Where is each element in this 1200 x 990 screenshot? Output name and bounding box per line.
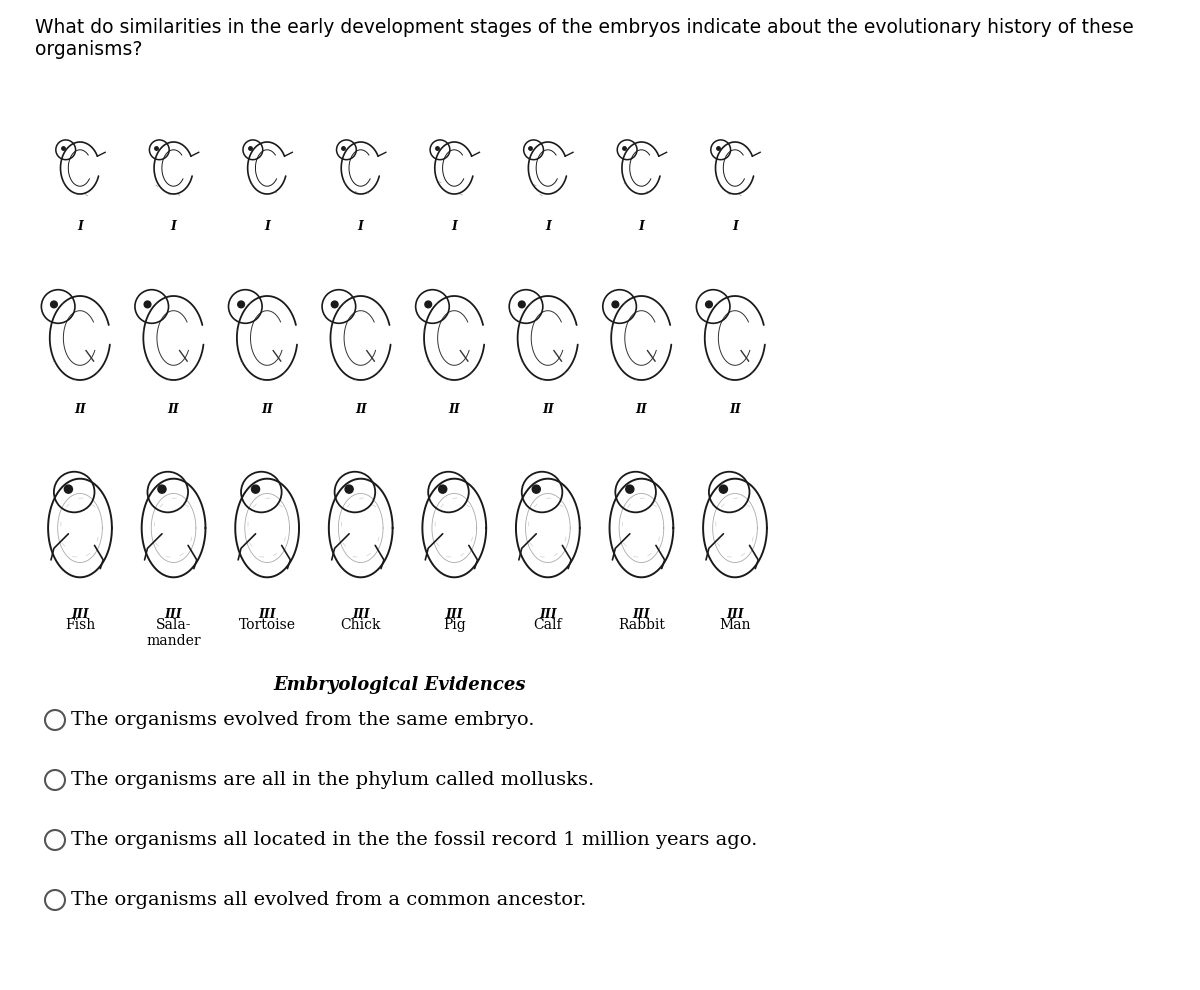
Text: Pig: Pig [443, 618, 466, 632]
Circle shape [144, 301, 151, 308]
Circle shape [425, 301, 432, 308]
Bar [35, 68, 766, 658]
Text: I: I [732, 220, 738, 233]
Text: I: I [545, 220, 551, 233]
Circle shape [252, 485, 259, 493]
Text: Tortoise: Tortoise [239, 618, 295, 632]
Text: III: III [632, 608, 650, 621]
Text: The organisms are all in the phylum called mollusks.: The organisms are all in the phylum call… [71, 771, 594, 789]
Text: II: II [542, 403, 553, 416]
Circle shape [706, 301, 713, 308]
Circle shape [331, 301, 338, 308]
Circle shape [518, 301, 526, 308]
Text: III: III [258, 608, 276, 621]
Text: II: II [74, 403, 86, 416]
Text: Chick: Chick [341, 618, 380, 632]
Text: III: III [445, 608, 463, 621]
Circle shape [625, 485, 634, 493]
Circle shape [50, 301, 58, 308]
Text: II: II [730, 403, 740, 416]
Text: Rabbit: Rabbit [618, 618, 665, 632]
Text: I: I [451, 220, 457, 233]
Text: I: I [170, 220, 176, 233]
Circle shape [532, 485, 540, 493]
Text: II: II [636, 403, 647, 416]
Text: Fish: Fish [65, 618, 95, 632]
Text: II: II [449, 403, 460, 416]
Text: III: III [352, 608, 370, 621]
Text: I: I [264, 220, 270, 233]
Circle shape [346, 485, 353, 493]
Text: III: III [539, 608, 557, 621]
Text: The organisms evolved from the same embryo.: The organisms evolved from the same embr… [71, 711, 534, 729]
Text: Sala-
mander: Sala- mander [146, 618, 200, 648]
Circle shape [719, 485, 727, 493]
Text: organisms?: organisms? [35, 40, 143, 59]
Text: What do similarities in the early development stages of the embryos indicate abo: What do similarities in the early develo… [35, 18, 1134, 37]
Circle shape [612, 301, 619, 308]
Circle shape [439, 485, 446, 493]
Text: II: II [168, 403, 180, 416]
Text: Man: Man [719, 618, 751, 632]
Circle shape [158, 485, 166, 493]
Text: III: III [726, 608, 744, 621]
Text: II: II [262, 403, 274, 416]
Circle shape [238, 301, 245, 308]
Text: III: III [164, 608, 182, 621]
Text: I: I [77, 220, 83, 233]
Text: The organisms all evolved from a common ancestor.: The organisms all evolved from a common … [71, 891, 587, 909]
Text: III: III [71, 608, 89, 621]
Text: Embryological Evidences: Embryological Evidences [274, 676, 527, 694]
Text: The organisms all located in the the fossil record 1 million years ago.: The organisms all located in the the fos… [71, 831, 757, 849]
Text: Calf: Calf [534, 618, 562, 632]
Text: II: II [355, 403, 366, 416]
Circle shape [65, 485, 72, 493]
Text: I: I [638, 220, 644, 233]
Text: I: I [358, 220, 364, 233]
